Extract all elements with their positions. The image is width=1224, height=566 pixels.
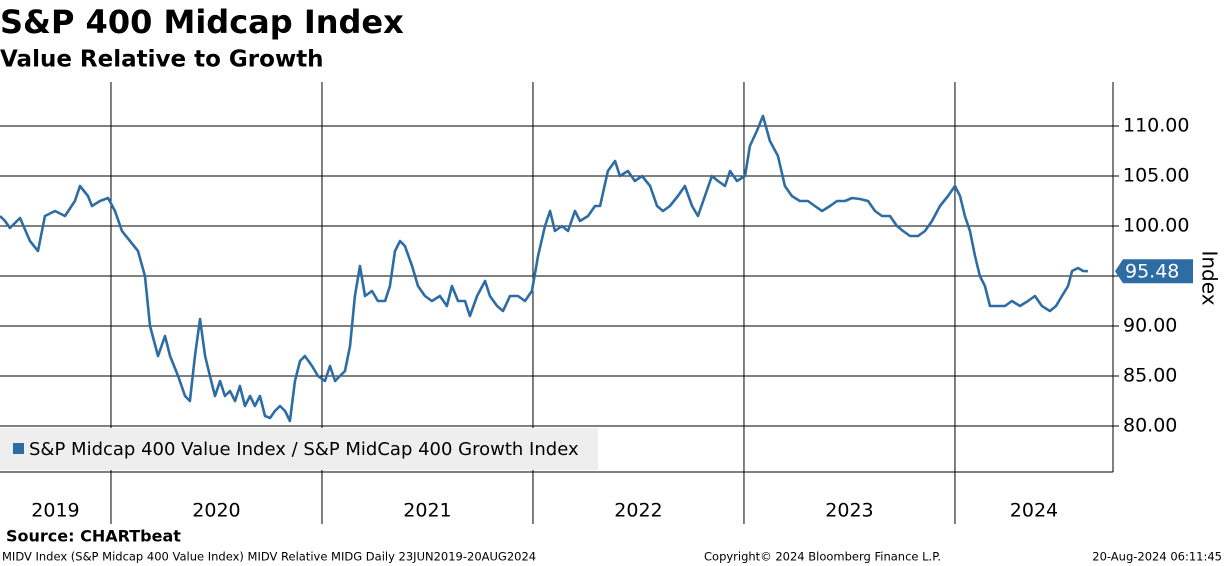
- x-tick-label: 2023: [825, 500, 873, 522]
- y-tick-label: 90.00: [1123, 315, 1177, 337]
- y-tick-label: 80.00: [1123, 415, 1177, 437]
- copyright: Copyright© 2024 Bloomberg Finance L.P.: [704, 550, 941, 564]
- chart-subtitle: Value Relative to Growth: [0, 47, 324, 73]
- timestamp: 20-Aug-2024 06:11:45: [1092, 550, 1222, 564]
- x-tick-label: 2021: [403, 500, 451, 522]
- chart-title: S&P 400 Midcap Index: [0, 3, 404, 41]
- y-tick-label: 85.00: [1123, 365, 1177, 387]
- x-tick-label: 2024: [1010, 500, 1058, 522]
- x-tick-label: 2022: [614, 500, 662, 522]
- last-value-label: 95.48: [1125, 261, 1179, 283]
- y-tick-label: 105.00: [1123, 165, 1189, 187]
- legend-swatch: [13, 443, 24, 454]
- line: [0, 114, 1088, 423]
- x-tick-label: 2019: [31, 500, 79, 522]
- x-tick-label: 2020: [192, 500, 240, 522]
- footnote: MIDV Index (S&P Midcap 400 Value Index) …: [2, 550, 536, 564]
- last-value-badge: [1115, 259, 1193, 284]
- y-tick-label: 100.00: [1123, 215, 1189, 237]
- y-axis-label: Index: [1198, 250, 1222, 305]
- source: Source: CHARTbeat: [6, 527, 181, 546]
- y-tick-label: 110.00: [1123, 115, 1189, 137]
- legend-label: S&P Midcap 400 Value Index / S&P MidCap …: [29, 439, 579, 460]
- legend-box: [0, 428, 598, 470]
